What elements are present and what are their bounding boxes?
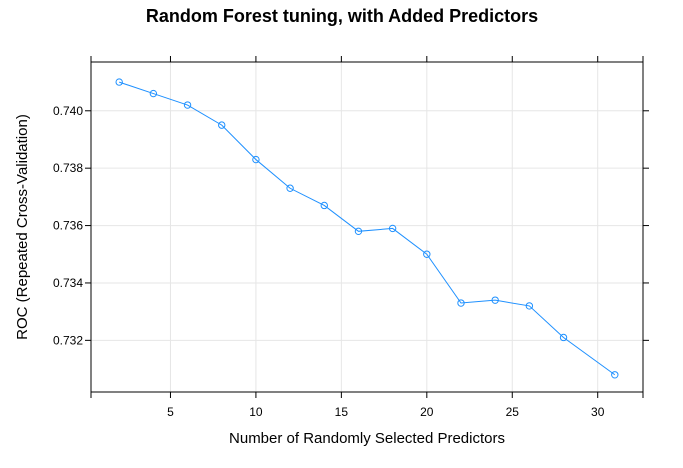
plot-frame [90, 61, 644, 393]
data-point [218, 121, 226, 129]
data-point [559, 333, 568, 342]
y-tick-label: 0.736 [53, 219, 83, 233]
data-point [149, 89, 158, 98]
y-axis-label: ROC (Repeated Cross-Validation) [14, 114, 31, 340]
x-tick-label: 5 [167, 405, 174, 419]
y-tick-label: 0.738 [53, 161, 83, 175]
x-tick-label: 10 [249, 405, 263, 419]
chart-title: Random Forest tuning, with Added Predict… [146, 6, 538, 26]
data-point [354, 227, 363, 236]
x-tick-label: 15 [335, 405, 349, 419]
series [115, 78, 619, 379]
x-axis-label: Number of Randomly Selected Predictors [229, 430, 505, 447]
series-line [119, 81, 616, 376]
y-tick-label: 0.740 [53, 104, 83, 118]
x-tick-label: 25 [506, 405, 520, 419]
data-point [286, 184, 294, 192]
data-point [491, 296, 499, 304]
data-point [252, 155, 260, 164]
data-point [457, 299, 465, 307]
data-point [525, 302, 534, 310]
x-tick-label: 30 [591, 405, 605, 419]
data-point [423, 250, 431, 258]
y-axis-tick-labels: 0.732 0.734 0.736 0.738 0.740 [53, 104, 83, 348]
axis-ticks [85, 56, 649, 398]
data-point [388, 224, 397, 233]
data-point [183, 101, 192, 109]
grid [91, 62, 643, 392]
y-tick-label: 0.732 [53, 333, 83, 347]
x-tick-label: 20 [420, 405, 434, 419]
data-point [611, 371, 619, 379]
y-tick-label: 0.734 [53, 276, 83, 290]
x-axis-tick-labels: 5 10 15 20 25 30 [167, 405, 605, 419]
data-point [115, 78, 123, 86]
data-point [320, 201, 328, 210]
